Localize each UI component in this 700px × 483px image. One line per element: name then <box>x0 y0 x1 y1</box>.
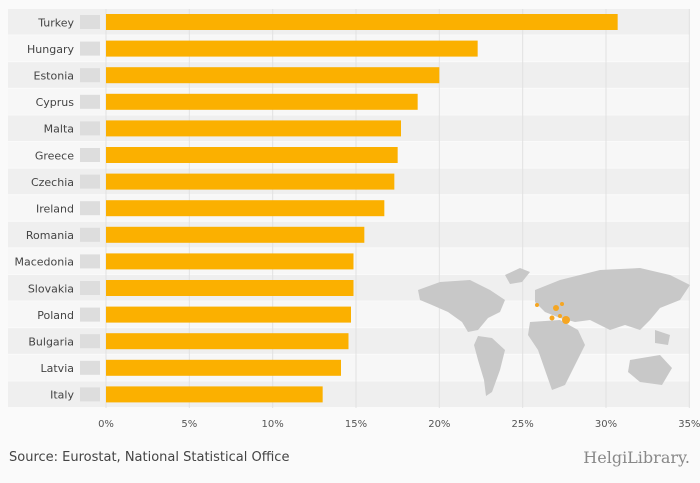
flag-icon <box>80 254 100 269</box>
bar[interactable] <box>106 147 398 163</box>
bar[interactable] <box>106 120 401 137</box>
flag-icon <box>80 94 100 109</box>
x-tick-label: 0% <box>98 419 114 430</box>
source-note: Source: Eurostat, National Statistical O… <box>9 450 290 465</box>
category-label: Bulgaria <box>28 336 74 349</box>
category-label: Latvia <box>41 362 75 375</box>
flag-icon <box>80 307 100 322</box>
category-label: Slovakia <box>28 282 74 295</box>
bar[interactable] <box>106 359 341 376</box>
bar[interactable] <box>106 14 618 30</box>
world-map <box>418 268 690 396</box>
bar[interactable] <box>106 386 323 403</box>
category-label: Estonia <box>34 70 75 83</box>
flag-icon <box>80 174 100 189</box>
x-tick-label: 10% <box>262 419 284 430</box>
category-label: Greece <box>35 149 74 162</box>
map-highlight-countries <box>535 302 570 324</box>
flag-icon <box>80 334 100 349</box>
bar[interactable] <box>106 306 351 323</box>
x-tick-label: 5% <box>181 419 197 430</box>
bar[interactable] <box>106 226 365 243</box>
bar[interactable] <box>106 253 354 270</box>
bar[interactable] <box>106 333 349 350</box>
flag-icon <box>80 41 100 56</box>
category-label: Poland <box>37 309 74 322</box>
flag-icon <box>80 15 100 29</box>
x-tick-label: 30% <box>595 419 617 430</box>
bar[interactable] <box>106 173 395 190</box>
bar[interactable] <box>106 200 385 217</box>
bar[interactable] <box>106 93 418 110</box>
flag-icon <box>80 68 100 83</box>
category-label: Hungary <box>27 43 74 56</box>
category-label: Macedonia <box>14 256 74 269</box>
category-label: Romania <box>26 229 74 242</box>
flag-icon <box>80 360 100 375</box>
x-tick-label: 25% <box>512 419 534 430</box>
bar[interactable] <box>106 40 478 57</box>
category-label: Malta <box>44 123 74 136</box>
category-label: Italy <box>50 389 74 402</box>
category-label: Czechia <box>31 176 74 189</box>
flag-icon <box>80 201 100 216</box>
flag-icon <box>80 281 100 295</box>
category-label: Turkey <box>37 16 74 29</box>
flag-icon <box>80 387 100 402</box>
bar[interactable] <box>106 280 354 296</box>
flag-icon <box>80 227 100 242</box>
bar-chart: Turkey Hungary Estonia Cyprus Malta Greece Cze… <box>8 9 700 430</box>
category-label: Cyprus <box>36 96 75 109</box>
flag-icon <box>80 121 100 136</box>
x-tick-label: 35% <box>678 419 700 430</box>
bar[interactable] <box>106 67 440 84</box>
x-tick-label: 15% <box>345 419 367 430</box>
helgi-library-logo[interactable]: HelgiLibrary. <box>583 448 690 467</box>
flag-icon <box>80 148 100 162</box>
x-tick-label: 20% <box>428 419 450 430</box>
category-label: Ireland <box>36 203 74 216</box>
